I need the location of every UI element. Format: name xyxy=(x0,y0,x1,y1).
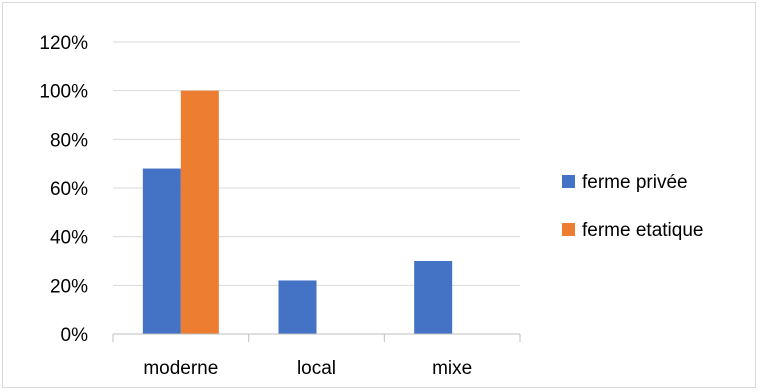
legend-label: ferme privée xyxy=(582,172,688,193)
legend-swatch xyxy=(562,223,575,236)
y-tick-label: 40% xyxy=(50,228,88,249)
y-tick-label: 60% xyxy=(50,179,88,200)
bar-moderne-ferme-etatique xyxy=(180,90,219,335)
bars xyxy=(142,90,453,335)
x-axis: moderne local mixe xyxy=(112,333,521,379)
y-tick-label: 100% xyxy=(39,82,88,103)
bar-local-ferme-privée xyxy=(278,280,317,334)
x-category-label: moderne xyxy=(143,358,218,379)
legend-label: ferme etatique xyxy=(582,220,703,241)
y-tick-label: 0% xyxy=(61,325,89,346)
y-tick-label: 20% xyxy=(50,276,88,297)
y-tick-label: 80% xyxy=(50,130,88,151)
legend-swatch xyxy=(562,175,575,188)
legend: ferme privée ferme etatique xyxy=(562,172,703,241)
chart-area xyxy=(2,2,756,388)
x-category-label: local xyxy=(297,358,336,379)
y-axis-tick-labels: 0% 20% 40% 60% 80% 100% 120% xyxy=(39,33,88,346)
x-category-label: mixe xyxy=(432,358,472,379)
bar-moderne-ferme-privée xyxy=(142,168,181,334)
bar-mixe-ferme-privée xyxy=(414,261,453,334)
y-tick-label: 120% xyxy=(39,33,88,54)
